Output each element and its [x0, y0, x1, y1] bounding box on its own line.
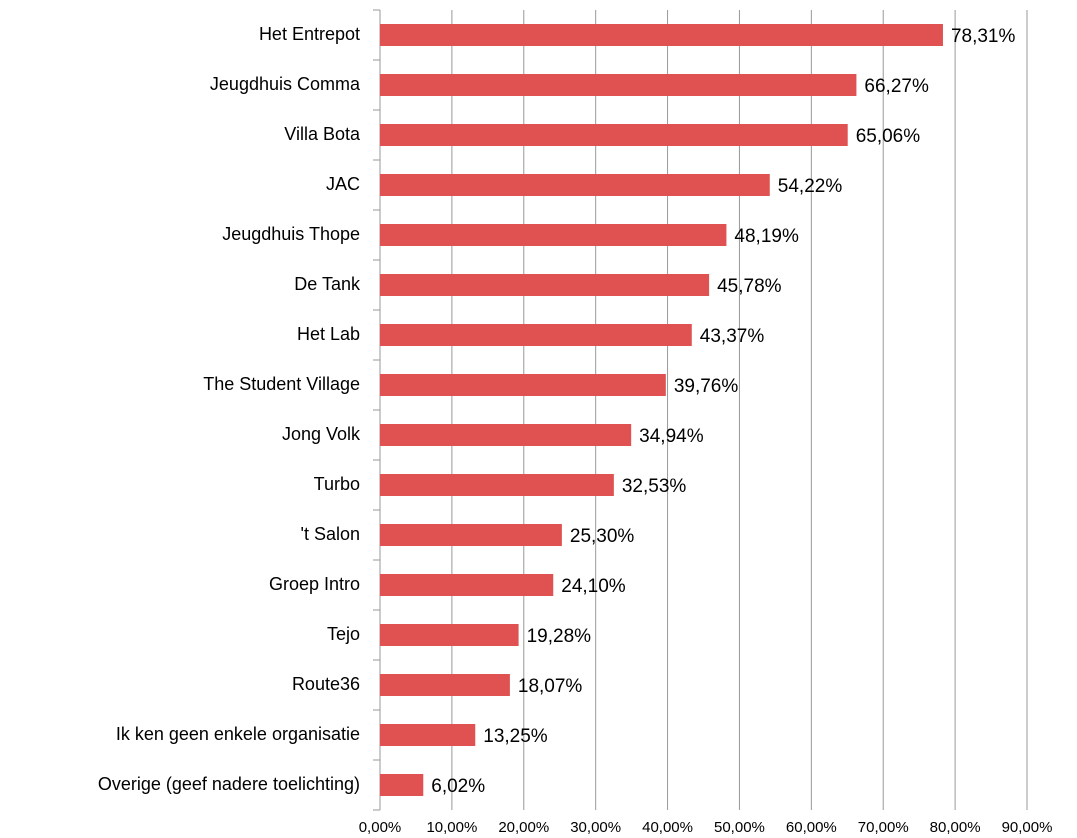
y-tick-label: Jong Volk: [282, 424, 361, 444]
bar: [380, 224, 727, 246]
data-label: 24,10%: [561, 576, 626, 597]
x-tick-label: 0,00%: [359, 819, 402, 836]
y-tick-label: Route36: [292, 674, 360, 694]
data-label: 19,28%: [527, 626, 592, 647]
x-tick-label: 90,00%: [1002, 819, 1053, 836]
x-tick-label: 60,00%: [786, 819, 837, 836]
y-tick-label: Het Entrepot: [259, 24, 360, 44]
data-label: 48,19%: [734, 226, 799, 247]
data-label: 13,25%: [483, 726, 548, 747]
y-tick-label: Tejo: [327, 624, 360, 644]
x-tick-label: 50,00%: [714, 819, 765, 836]
data-label: 39,76%: [674, 376, 739, 397]
x-tick-label: 40,00%: [642, 819, 693, 836]
data-label: 54,22%: [778, 176, 843, 197]
y-tick-label: Jeugdhuis Comma: [210, 74, 361, 94]
y-tick-label: De Tank: [294, 274, 361, 294]
data-label: 25,30%: [570, 526, 635, 547]
x-tick-label: 10,00%: [426, 819, 477, 836]
x-tick-label: 70,00%: [858, 819, 909, 836]
bar: [380, 574, 554, 596]
y-tick-label: Het Lab: [297, 324, 360, 344]
bar: [380, 724, 476, 746]
y-tick-label: The Student Village: [203, 374, 360, 394]
bar: [380, 624, 519, 646]
bar: [380, 74, 857, 96]
bar: [380, 774, 424, 796]
bar: [380, 424, 632, 446]
y-tick-label: 't Salon: [301, 524, 360, 544]
data-label: 6,02%: [431, 776, 485, 797]
data-label: 43,37%: [700, 326, 765, 347]
y-tick-label: Groep Intro: [269, 574, 360, 594]
y-tick-label: Turbo: [314, 474, 360, 494]
x-tick-label: 30,00%: [570, 819, 621, 836]
data-label: 32,53%: [622, 476, 687, 497]
bar: [380, 124, 848, 146]
bar: [380, 524, 562, 546]
y-tick-label: Overige (geef nadere toelichting): [98, 774, 360, 794]
data-label: 65,06%: [856, 126, 921, 147]
x-tick-label: 20,00%: [498, 819, 549, 836]
bar: [380, 24, 943, 46]
bar: [380, 674, 510, 696]
data-label: 78,31%: [951, 26, 1016, 47]
data-label: 18,07%: [518, 676, 583, 697]
y-tick-label: JAC: [326, 174, 360, 194]
bar: [380, 374, 666, 396]
bar: [380, 174, 770, 196]
y-tick-label: Ik ken geen enkele organisatie: [116, 724, 360, 744]
y-tick-label: Villa Bota: [284, 124, 361, 144]
data-label: 66,27%: [864, 76, 929, 97]
bar: [380, 324, 692, 346]
x-tick-label: 80,00%: [930, 819, 981, 836]
data-label: 34,94%: [639, 426, 704, 447]
bar: [380, 474, 614, 496]
y-tick-label: Jeugdhuis Thope: [222, 224, 360, 244]
data-label: 45,78%: [717, 276, 782, 297]
bar: [380, 274, 710, 296]
